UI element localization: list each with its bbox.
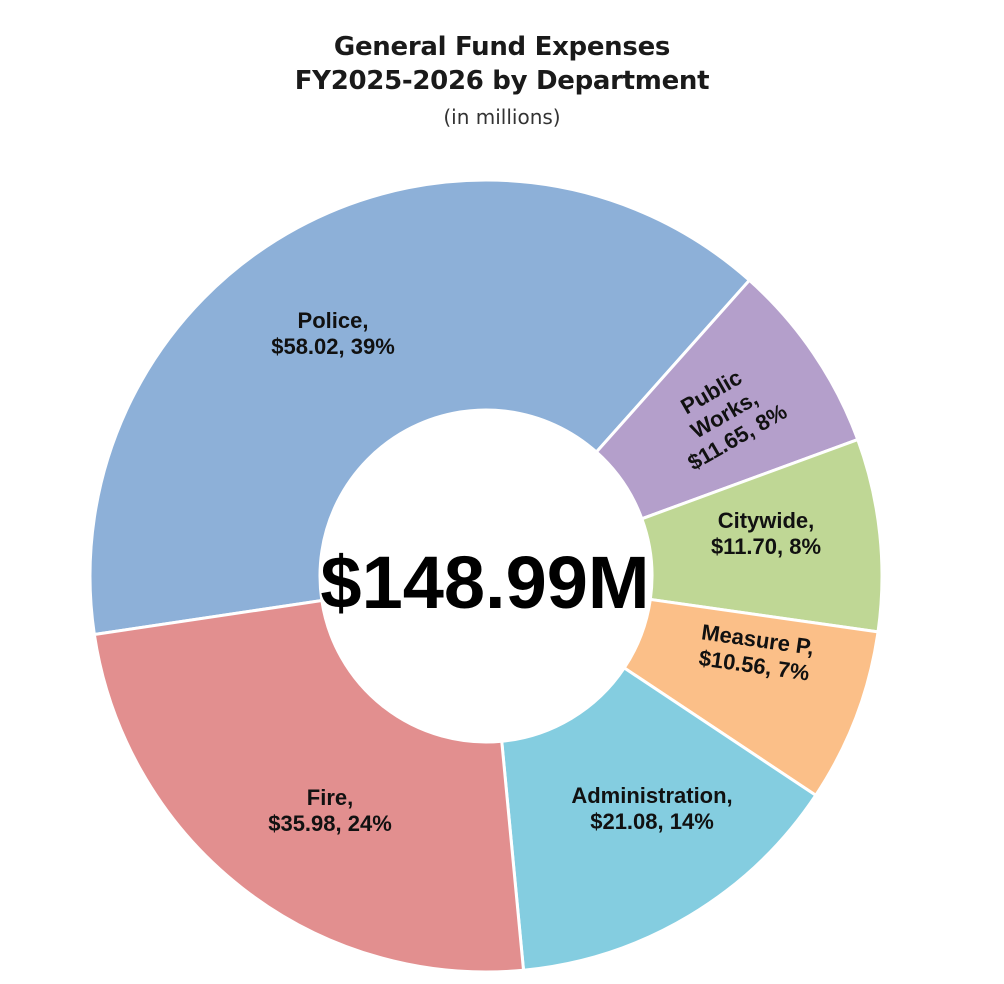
data-label-administration: Administration, $21.08, 14% — [571, 783, 732, 834]
chart-title-line-2: FY2025-2026 by Department — [294, 66, 710, 96]
data-label-line: Police, — [298, 308, 369, 333]
data-label-line: $58.02, 39% — [271, 334, 395, 359]
slice-police — [88, 178, 752, 637]
slice-group — [88, 178, 884, 974]
data-label-police: Police, $58.02, 39% — [271, 308, 395, 359]
data-label-line: $11.70, 8% — [711, 534, 821, 559]
data-label-line: Fire, — [307, 785, 353, 810]
data-label-line: $21.08, 14% — [590, 809, 714, 834]
slice-administration — [500, 665, 818, 972]
data-label-line: Administration, — [571, 783, 732, 808]
data-label-fire: Fire, $35.98, 24% — [268, 785, 392, 836]
chart-subtitle: (in millions) — [443, 105, 561, 129]
chart-title-block: General Fund Expenses FY2025-2026 by Dep… — [0, 30, 1004, 132]
chart-title-line-1: General Fund Expenses — [333, 32, 671, 62]
slice-fire — [92, 598, 526, 974]
center-total-label: $148.99M — [320, 541, 649, 624]
data-label-line: Citywide, — [718, 508, 815, 533]
data-label-line: $35.98, 24% — [268, 811, 392, 836]
data-label-citywide: Citywide, $11.70, 8% — [711, 508, 821, 559]
